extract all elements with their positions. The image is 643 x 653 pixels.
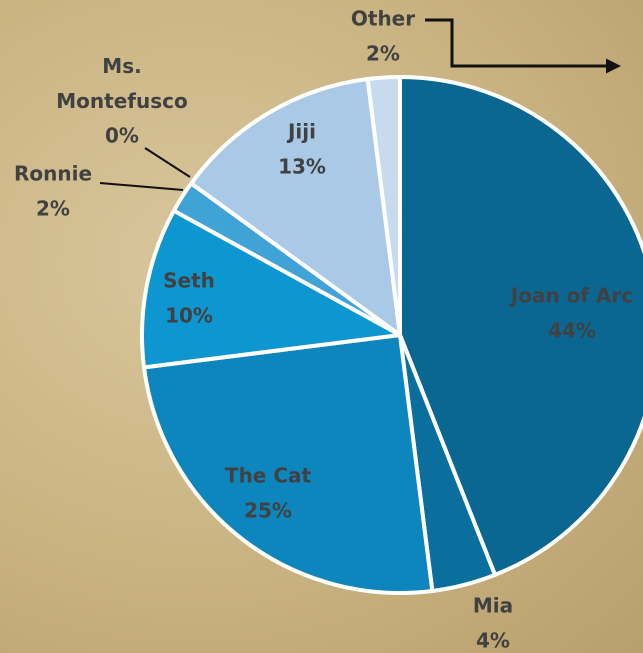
value-label: 2% — [366, 42, 400, 66]
category-label: Ronnie — [14, 162, 92, 186]
category-label: Jiji — [286, 120, 316, 144]
value-label: 0% — [105, 124, 139, 148]
value-label: 4% — [476, 629, 510, 653]
pie-slice — [142, 333, 435, 595]
pie-slice — [365, 75, 402, 337]
category-label: The Cat — [225, 464, 312, 488]
leader-line — [99, 182, 184, 191]
value-label: 44% — [548, 319, 596, 343]
value-label: 25% — [244, 499, 292, 523]
pie-slice — [189, 77, 402, 337]
value-label: 2% — [36, 197, 70, 221]
category-label: Joan of Arc — [509, 284, 633, 308]
category-label: Ms. Montefusco — [56, 54, 187, 113]
category-label: Other — [351, 7, 415, 31]
category-label: Mia — [473, 594, 513, 618]
pie-slice — [398, 75, 643, 577]
leader-line — [144, 147, 191, 178]
value-label: 13% — [278, 155, 326, 179]
value-label: 10% — [165, 304, 213, 328]
category-label: Seth — [163, 269, 215, 293]
pie-slice — [140, 208, 402, 370]
annotation-arrow — [425, 18, 621, 74]
